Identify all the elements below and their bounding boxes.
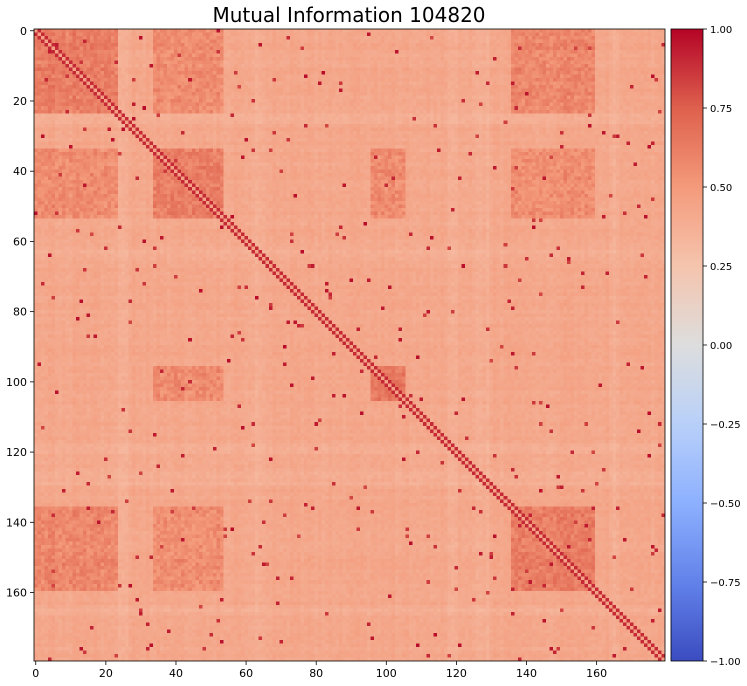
- x-tick-label: 0: [32, 667, 39, 680]
- x-tick-label: 100: [376, 667, 397, 680]
- x-tick-label: 80: [309, 667, 323, 680]
- y-tick-label: 20: [13, 95, 27, 108]
- colorbar-ticks: 1.00 0.75 0.50 0.25 0.00 −0.25 −0.50 −0.75 −1.00: [703, 25, 741, 668]
- plot-frame: [33, 28, 666, 662]
- y-tick-label: 60: [13, 235, 27, 248]
- y-axis: 0 20 40 60 80 100 120 140 160: [6, 25, 34, 600]
- y-tick-label: 160: [6, 587, 27, 600]
- colorbar-tick-label: 0.00: [710, 341, 732, 352]
- x-tick-label: 60: [239, 667, 253, 680]
- colorbar-tick-label: 0.50: [710, 183, 732, 194]
- colorbar-tick-label: 0.25: [710, 262, 732, 273]
- colorbar-gradient: [671, 29, 703, 661]
- colorbar-tick-label: 1.00: [710, 25, 732, 36]
- chart-title: Mutual Information 104820: [212, 3, 485, 27]
- x-tick-label: 140: [516, 667, 537, 680]
- colorbar-tick-label: −0.25: [710, 420, 741, 431]
- colorbar-tick-label: −1.00: [710, 657, 741, 668]
- y-tick-label: 140: [6, 516, 27, 529]
- y-tick-label: 120: [6, 446, 27, 459]
- y-tick-label: 100: [6, 376, 27, 389]
- colorbar: 1.00 0.75 0.50 0.25 0.00 −0.25 −0.50 −0.75 −1.00: [670, 25, 741, 668]
- y-tick-label: 0: [20, 25, 27, 38]
- x-axis: 0 20 40 60 80 100 120 140 160: [32, 661, 607, 680]
- heatmap-plot-area: [33, 28, 666, 662]
- colorbar-tick-label: 0.75: [710, 104, 732, 115]
- colorbar-tick-label: −0.75: [710, 578, 741, 589]
- x-tick-label: 40: [169, 667, 183, 680]
- heatmap-matrix: [34, 29, 665, 661]
- x-tick-label: 20: [99, 667, 113, 680]
- x-tick-label: 120: [446, 667, 467, 680]
- y-tick-label: 80: [13, 306, 27, 319]
- colorbar-tick-label: −0.50: [710, 499, 741, 510]
- y-tick-label: 40: [13, 165, 27, 178]
- x-tick-label: 160: [586, 667, 607, 680]
